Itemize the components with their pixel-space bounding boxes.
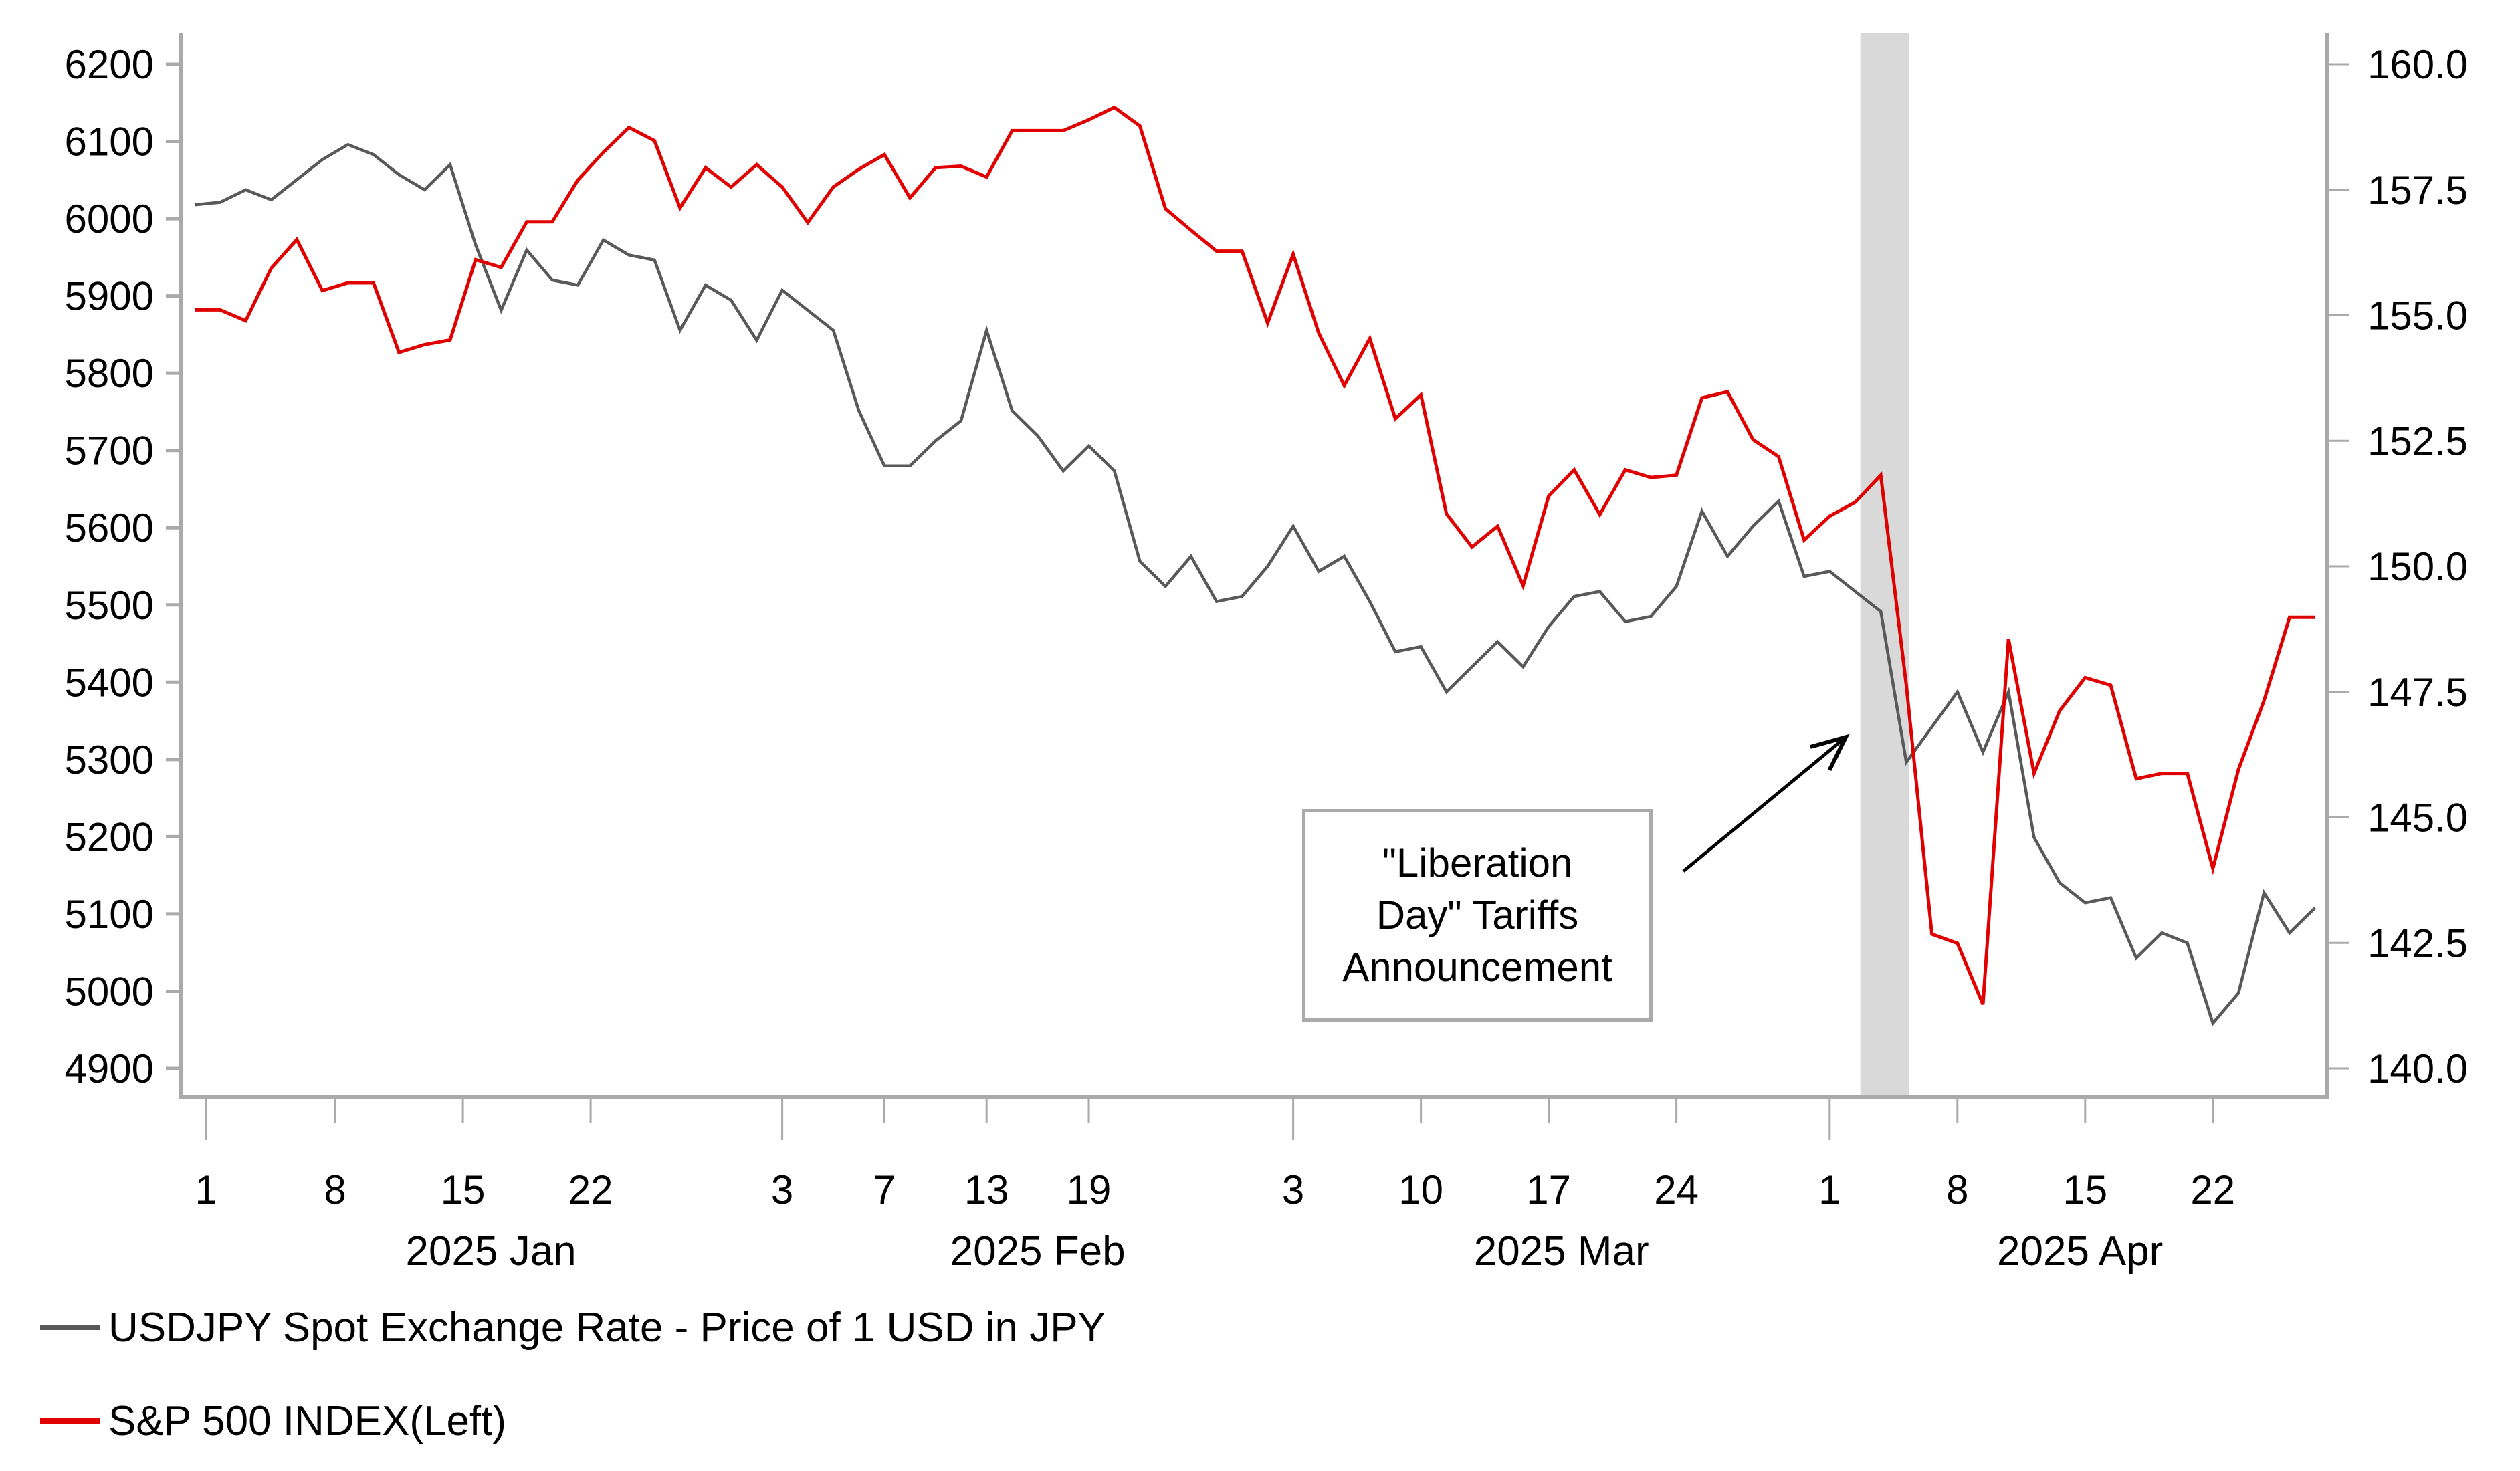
x-tick-label: 15: [2063, 1167, 2107, 1212]
x-tick-label: 3: [1282, 1167, 1304, 1212]
axes-layer: 4900 5000 5100 5200 5300 5400 5500 5600 5700 5800…: [65, 33, 2468, 1274]
right-tick-label: 145.0: [2368, 796, 2468, 840]
month-label: 2025 Mar: [1474, 1228, 1649, 1274]
usdjpy-line: [194, 142, 2317, 1026]
x-tick-label: 22: [2190, 1167, 2235, 1212]
left-tick-label: 5600: [65, 505, 154, 550]
spx-line: [195, 105, 2315, 1006]
left-tick-label: 5300: [65, 738, 154, 782]
x-tick-label: 3: [771, 1167, 793, 1212]
x-tick-label: 19: [1067, 1167, 1112, 1212]
series-layer: [194, 105, 2317, 1026]
shaded-region-layer: [1860, 33, 1909, 1097]
right-tick-label: 150.0: [2368, 544, 2468, 589]
x-tick-label: 8: [324, 1167, 346, 1212]
legend-item-usdjpy: USDJPY Spot Exchange Rate - Price of 1 U…: [40, 1280, 1106, 1374]
annotation-line-3: Announcement: [1342, 945, 1612, 990]
x-tick-label: 13: [964, 1167, 1009, 1212]
x-tick-label: 8: [1946, 1167, 1968, 1212]
month-label: 2025 Apr: [1997, 1228, 2163, 1274]
x-tick-label: 15: [441, 1167, 486, 1212]
annotation-layer: [1682, 733, 1850, 873]
annotation-text: "Liberation Day" Tariffs Announcement: [1342, 837, 1612, 994]
annotation-line-1: "Liberation: [1382, 840, 1573, 885]
right-tick-label: 140.0: [2368, 1046, 2468, 1091]
liberation-day-shade: [1860, 33, 1909, 1097]
legend-label-usdjpy: USDJPY Spot Exchange Rate - Price of 1 U…: [108, 1304, 1106, 1351]
left-tick-label: 4900: [65, 1046, 154, 1091]
left-tick-label: 5700: [65, 429, 154, 473]
legend-item-spx: S&P 500 INDEX(Left): [40, 1374, 1106, 1468]
x-tick-label: 1: [195, 1167, 217, 1212]
left-tick-label: 6000: [65, 197, 154, 241]
month-label: 2025 Jan: [406, 1228, 576, 1274]
left-tick-label: 5800: [65, 351, 154, 396]
legend-label-spx: S&P 500 INDEX(Left): [108, 1397, 507, 1444]
x-tick-label: 22: [568, 1167, 613, 1212]
left-tick-label: 5400: [65, 660, 154, 705]
left-tick-label: 6200: [65, 42, 154, 87]
right-tick-label: 147.5: [2368, 670, 2468, 715]
month-label: 2025 Feb: [950, 1228, 1126, 1274]
legend-swatch-spx: [40, 1418, 100, 1424]
left-tick-label: 5100: [65, 892, 154, 937]
left-tick-label: 6100: [65, 120, 154, 164]
right-tick-label: 157.5: [2368, 168, 2468, 213]
right-tick-label: 160.0: [2368, 42, 2468, 87]
annotation-line-2: Day" Tariffs: [1376, 893, 1579, 937]
left-tick-label: 5200: [65, 814, 154, 859]
x-tick-label: 1: [1818, 1167, 1841, 1212]
legend: USDJPY Spot Exchange Rate - Price of 1 U…: [40, 1280, 1106, 1468]
right-tick-label: 155.0: [2368, 294, 2468, 338]
annotation-arrow-line: [1682, 735, 1847, 873]
right-tick-label: 152.5: [2368, 419, 2468, 463]
legend-swatch-usdjpy: [40, 1325, 100, 1330]
left-tick-label: 5000: [65, 969, 154, 1014]
x-tick-label: 7: [873, 1167, 896, 1212]
x-tick-label: 10: [1398, 1167, 1443, 1212]
x-tick-label: 17: [1526, 1167, 1571, 1212]
left-tick-label: 5500: [65, 583, 154, 628]
right-tick-label: 142.5: [2368, 921, 2468, 966]
annotation-arrow-head-icon: [1810, 733, 1850, 771]
x-tick-label: 24: [1654, 1167, 1699, 1212]
left-tick-label: 5900: [65, 274, 154, 319]
annotation-box: "Liberation Day" Tariffs Announcement: [1302, 809, 1653, 1022]
